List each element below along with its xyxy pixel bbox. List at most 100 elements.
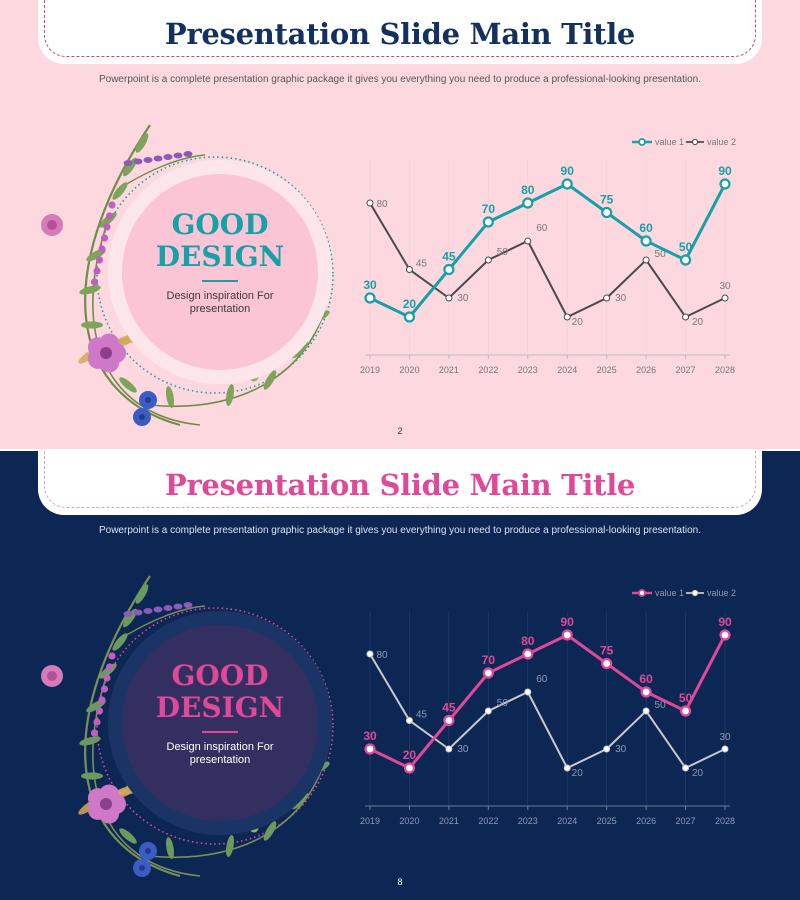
line-chart: 2019 2020 2021 2022 2023 2024 2025 2026 2027 2028…: [360, 588, 736, 826]
series-value-2-point: [603, 745, 611, 753]
series-value-2-point: [642, 707, 650, 715]
lavender-bud: [123, 611, 133, 617]
series-value-2-label: 50: [497, 247, 509, 258]
series-value-2-label: 30: [457, 293, 469, 304]
page-number: 8: [397, 877, 403, 887]
badge-caption-line-1: Design inspiration For: [166, 741, 274, 753]
slide-separator: [0, 449, 800, 451]
legend-label-value-1: value 1: [655, 137, 684, 147]
x-tick-label: 2022: [478, 816, 498, 826]
chart-legend: value 1 value 2: [632, 137, 736, 147]
series-value-1-label: 75: [600, 644, 614, 658]
lavender-bud: [163, 154, 173, 160]
loosestrife-bud: [103, 674, 111, 682]
badge-inner-circle: [122, 174, 318, 370]
series-value-1-point: [482, 667, 494, 679]
series-value-2-point: [445, 745, 453, 753]
series-value-2-point: [563, 313, 571, 321]
legend-label-value-1: value 1: [655, 588, 684, 598]
x-tick-label: 2028: [715, 816, 735, 826]
series-value-2-label: 45: [416, 259, 428, 270]
series-value-2-point: [524, 688, 532, 696]
cornflower-center: [139, 865, 145, 871]
series-value-1-line: [369, 182, 727, 319]
lavender-bud: [123, 160, 133, 166]
series-value-1-point: [561, 629, 573, 641]
slide-2: Presentation Slide Main Title Powerpoint…: [0, 451, 800, 900]
badge-title-line-1: GOOD: [171, 659, 269, 692]
series-value-2-label: 80: [376, 199, 388, 210]
x-tick-label: 2025: [597, 816, 617, 826]
leaf: [135, 133, 149, 153]
leaf: [225, 835, 235, 857]
legend-marker-value-1: [638, 138, 646, 146]
legend-label-value-2: value 2: [707, 588, 736, 598]
flower-center: [100, 798, 112, 810]
series-value-2-label: 50: [655, 700, 667, 711]
cornflower-center: [139, 414, 145, 420]
badge-divider: [202, 280, 238, 282]
series-value-1-label: 80: [521, 183, 535, 197]
good-design-badge: GOOD DESIGN Design inspiration For prese…: [108, 160, 332, 384]
legend-marker-value-2: [691, 138, 699, 146]
leaf: [165, 386, 175, 408]
dotted-ring: [96, 156, 334, 394]
leaf: [225, 384, 235, 406]
series-value-2-point: [484, 707, 492, 715]
series-value-1-point: [443, 263, 455, 276]
lavender-bud: [163, 605, 173, 611]
leaf: [81, 772, 103, 780]
series-value-2-label: 20: [692, 317, 704, 328]
loosestrife-bud: [90, 729, 99, 737]
badge-title-line-2: DESIGN: [155, 240, 285, 273]
series-value-1-label: 90: [718, 164, 732, 178]
series-value-1-label: 30: [363, 278, 377, 292]
leaf: [165, 837, 175, 859]
legend-marker-value-2: [691, 589, 699, 597]
series-value-2-point: [484, 256, 492, 264]
chart-legend: value 1 value 2: [632, 588, 736, 598]
series-value-1-label: 50: [679, 691, 693, 705]
series-value-2-label: 60: [536, 674, 548, 685]
badge-caption-line-2: presentation: [189, 754, 251, 766]
loosestrife-bud: [93, 267, 101, 275]
series-value-1-point: [679, 254, 692, 266]
series-value-1-point: [561, 178, 573, 190]
cornflower-center: [145, 397, 151, 403]
slide-subtitle: Powerpoint is a complete presentation gr…: [98, 525, 702, 536]
series-value-2-label: 50: [655, 249, 667, 260]
series-value-2-label: 20: [692, 768, 704, 779]
series-value-1-line: [369, 633, 727, 770]
series-value-1-point: [640, 235, 652, 247]
legend-label-value-2: value 2: [707, 137, 736, 147]
good-design-badge: GOOD DESIGN Design inspiration For prese…: [108, 611, 332, 835]
loosestrife-bud: [103, 223, 111, 231]
series-value-1-point: [443, 714, 455, 727]
series-value-1-point: [601, 206, 613, 219]
badge-divider: [202, 731, 238, 733]
series-value-1-point: [601, 657, 613, 670]
loosestrife-bud: [93, 718, 101, 726]
loosestrife-bud: [108, 201, 116, 209]
x-tick-label: 2027: [676, 816, 696, 826]
leaf: [112, 182, 128, 200]
series-value-2-point: [405, 266, 413, 273]
series-value-2-label: 20: [572, 317, 584, 328]
series-value-1-label: 20: [403, 748, 417, 762]
series-value-2-label: 45: [416, 710, 428, 721]
series-value-1-point: [482, 216, 494, 228]
series-value-2-label: 80: [376, 650, 388, 661]
badge-title-line-1: GOOD: [171, 208, 269, 241]
leaf: [263, 370, 277, 390]
title-box: [38, 0, 762, 64]
series-value-1-point: [679, 705, 692, 717]
x-tick-label: 2026: [636, 365, 656, 375]
series-value-2-point: [682, 764, 690, 772]
leaf: [263, 821, 277, 841]
legend-marker-value-1: [638, 589, 646, 597]
x-tick-label: 2027: [676, 365, 696, 375]
loosestrife-bud: [98, 245, 106, 253]
series-value-2-label: 30: [615, 744, 627, 755]
loosestrife-bud: [100, 234, 109, 242]
x-tick-label: 2020: [399, 816, 419, 826]
